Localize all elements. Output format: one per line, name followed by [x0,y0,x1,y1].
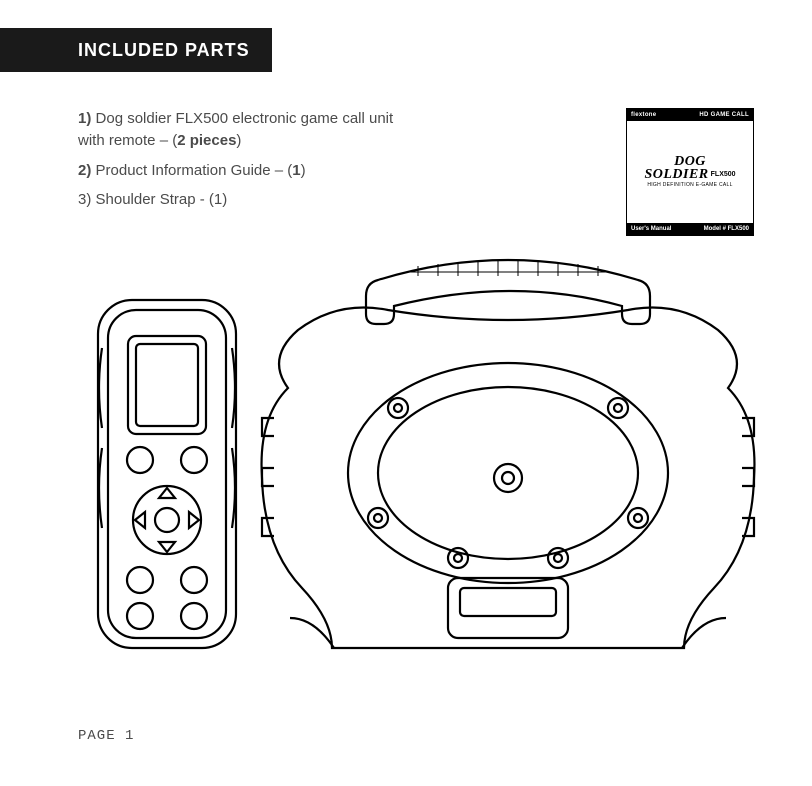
product-type: HD GAME CALL [699,112,749,118]
list-item: 1) Dog soldier FLX500 electronic game ca… [78,108,418,152]
manual-label: User's Manual [631,226,671,232]
item-qty: 1 [292,162,300,179]
manual-top-bar: flextone HD GAME CALL [627,109,753,121]
product-illustration [78,258,758,678]
logo-line2: SOLDIER [644,169,708,182]
item-number: 1) [78,110,96,127]
logo-sub: HIGH DEFINITION E-GAME CALL [647,182,732,188]
list-item: 3) Shoulder Strap - (1) [78,189,418,211]
manual-cover: flextone HD GAME CALL DOG SOLDIER FLX500… [626,108,754,236]
list-item: 2) Product Information Guide – (1) [78,160,418,182]
section-header: INCLUDED PARTS [0,28,272,72]
item-text: Product Information Guide – ( [96,162,293,179]
page-number: PAGE 1 [78,728,134,744]
main-unit-outline [262,260,755,648]
remote-outline [98,300,236,648]
item-number: 2) [78,162,96,179]
item-qty: 2 pieces [177,132,236,149]
item-end: ) [236,132,241,149]
manual-logo-area: DOG SOLDIER FLX500 HIGH DEFINITION E-GAM… [627,121,753,223]
section-title: INCLUDED PARTS [78,40,250,61]
item-end: ) [301,162,306,179]
brand-label: flextone [631,112,656,118]
parts-list: 1) Dog soldier FLX500 electronic game ca… [78,108,418,219]
model-label: Model # FLX500 [704,226,749,232]
model-tag: FLX500 [711,171,736,178]
item-text: 3) Shoulder Strap - (1) [78,191,227,208]
manual-bottom-bar: User's Manual Model # FLX500 [627,223,753,235]
